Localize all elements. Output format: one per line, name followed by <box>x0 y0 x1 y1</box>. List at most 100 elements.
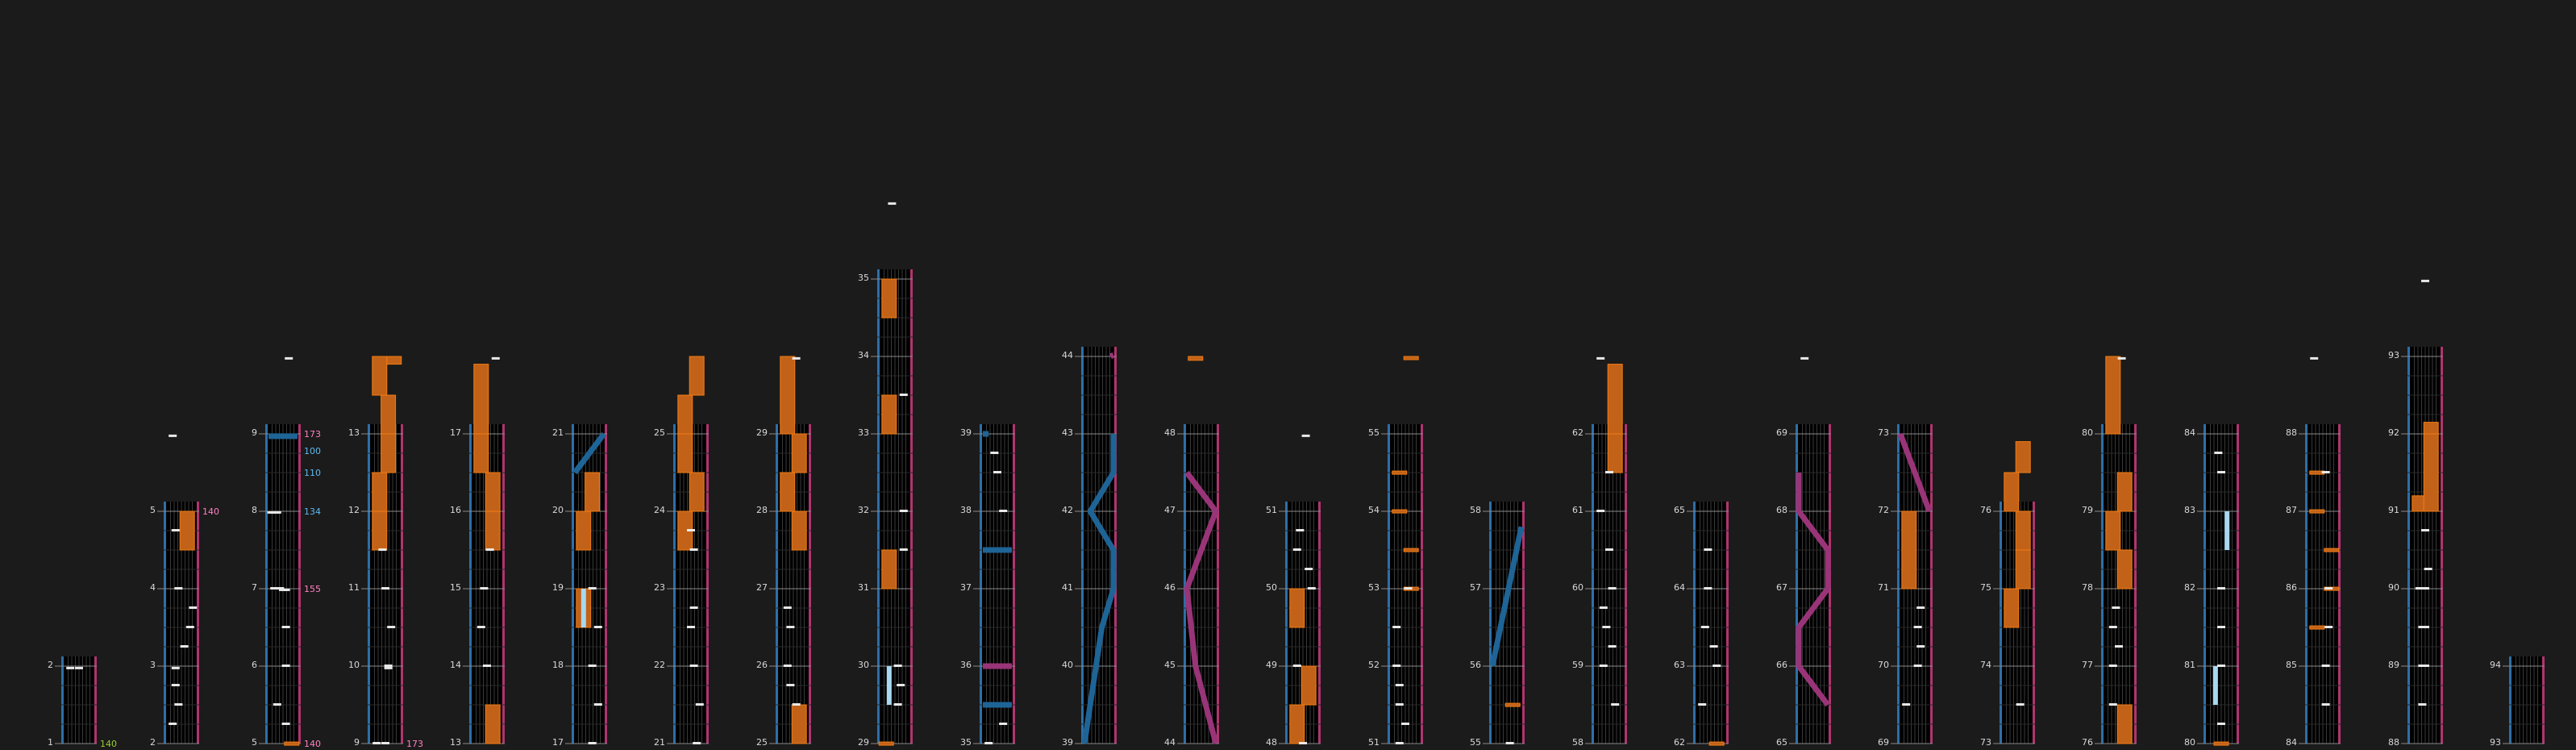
measure-number: 35 <box>960 737 972 748</box>
laser-line <box>1081 434 1117 744</box>
measure-number: 33 <box>858 427 869 438</box>
tap-note <box>2421 279 2429 282</box>
hold-note <box>1504 702 1521 707</box>
tap-note <box>1916 645 1925 648</box>
lane-left-border <box>980 424 982 744</box>
measure-number: 36 <box>960 660 972 670</box>
hold-note <box>2423 433 2439 512</box>
tap-note <box>2217 587 2225 590</box>
measure-number: 62 <box>1674 737 1685 748</box>
tap-note <box>281 665 290 667</box>
tap-note <box>2415 587 2424 590</box>
tap-note <box>783 665 792 667</box>
hold-note <box>1300 665 1317 706</box>
hold-note <box>791 704 807 744</box>
tap-note <box>1916 606 1925 609</box>
lane-left-border <box>1081 347 1084 744</box>
measure-number: 91 <box>2388 505 2399 515</box>
tap-note <box>1404 587 1413 590</box>
tap-note <box>1305 568 1313 570</box>
blue-hold-note <box>2224 511 2230 550</box>
blue-hold-note <box>886 666 892 705</box>
measure-number: 88 <box>2286 427 2297 438</box>
lane-left-border <box>1693 502 1696 744</box>
measure-number: 14 <box>450 660 461 670</box>
tap-note <box>792 703 801 706</box>
lane-right-border <box>1013 424 1015 744</box>
tap-note <box>2108 665 2117 667</box>
lane-right-border <box>298 424 301 744</box>
tap-note <box>381 587 389 590</box>
laser-line <box>1184 470 1219 744</box>
measure-number: 70 <box>1878 660 1889 670</box>
hold-note <box>689 356 705 396</box>
hold-note <box>1403 548 1419 552</box>
tap-note <box>993 471 1001 473</box>
measure-number: 58 <box>1572 737 1583 748</box>
lane-left-border <box>2101 424 2104 744</box>
hold-note <box>473 364 489 435</box>
measure-number: 48 <box>1164 427 1176 438</box>
tap-note <box>792 356 801 360</box>
measure-number: 76 <box>2082 737 2093 748</box>
measure-number: 15 <box>450 582 461 593</box>
tap-note <box>1698 703 1707 706</box>
tap-note <box>588 742 597 744</box>
lane-right-border <box>1217 424 1219 744</box>
tap-note <box>899 394 908 396</box>
measure-number: 30 <box>858 660 869 670</box>
tap-note <box>491 356 500 360</box>
measure-number: 69 <box>1878 737 1889 748</box>
measure-number: 8 <box>252 505 257 515</box>
tap-note <box>2217 471 2225 473</box>
tap-note <box>1599 665 1608 667</box>
lane-left-border <box>1796 424 1798 744</box>
bpm-label: 100 <box>304 446 321 456</box>
measure-number: 38 <box>960 505 972 515</box>
measure-number: 48 <box>1266 737 1277 748</box>
lane-right-border <box>1930 424 1933 744</box>
measure-number: 18 <box>552 660 564 670</box>
measure-number: 53 <box>1368 582 1380 593</box>
tap-note <box>2418 703 2427 706</box>
measure-number: 4 <box>150 582 156 593</box>
lane-left-border <box>1388 424 1390 744</box>
measure-number: 64 <box>1674 582 1685 593</box>
tap-note <box>1611 703 1620 706</box>
measure-number: 55 <box>1470 737 1481 748</box>
hold-note <box>1188 356 1204 361</box>
tap-note <box>1605 548 1613 551</box>
measure-number: 25 <box>654 427 665 438</box>
blue-hold-note <box>581 589 586 627</box>
measure-number: 59 <box>1572 660 1583 670</box>
hold-note <box>2213 741 2229 746</box>
tap-note <box>687 529 695 531</box>
measure-number: 84 <box>2286 737 2297 748</box>
measure-number: 69 <box>1776 427 1787 438</box>
lane-left-border <box>164 502 166 744</box>
measure-number: 68 <box>1776 505 1787 515</box>
tap-note <box>689 548 698 551</box>
measure-number: 72 <box>1878 505 1889 515</box>
measure-number: 24 <box>654 505 665 515</box>
tap-note <box>381 742 389 744</box>
hold-note <box>2004 472 2020 512</box>
tap-note <box>2421 587 2429 590</box>
tap-note <box>1395 742 1404 744</box>
measure-number: 27 <box>756 582 768 593</box>
lane-right-border <box>2338 424 2341 744</box>
measure-number: 62 <box>1572 427 1583 438</box>
measure-number: 1 <box>48 737 53 748</box>
lane-left-border <box>265 424 268 744</box>
measure-number: 50 <box>1266 582 1277 593</box>
hold-note <box>1901 510 1917 590</box>
tap-note <box>2421 665 2429 667</box>
tap-note <box>893 703 902 706</box>
measure-number: 81 <box>2184 660 2195 670</box>
tap-note <box>897 684 905 686</box>
measure-number: 85 <box>2286 660 2297 670</box>
lane-left-border <box>1897 424 1900 744</box>
tap-note <box>189 606 198 609</box>
measure-number: 76 <box>1980 505 1991 515</box>
